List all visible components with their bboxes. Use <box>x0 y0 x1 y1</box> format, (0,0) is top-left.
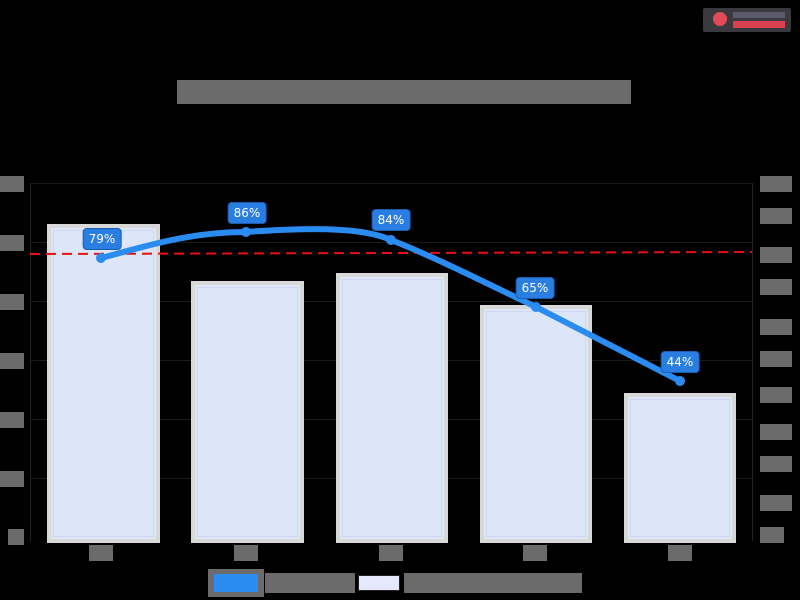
x-tick-label <box>523 545 547 561</box>
logo-icon <box>713 12 727 26</box>
y-tick-label <box>0 294 24 310</box>
y-tick-label <box>0 353 24 369</box>
y2-tick-label <box>760 527 784 543</box>
y2-tick-label <box>760 495 792 511</box>
y-axis-left <box>30 183 31 541</box>
point-label: 44% <box>660 351 700 373</box>
y2-tick-label <box>760 319 792 335</box>
y2-tick-label <box>760 208 792 224</box>
point-label: 86% <box>227 202 267 224</box>
gridline <box>30 183 752 184</box>
y2-tick-label <box>760 351 792 367</box>
logo-text-bottom <box>733 21 785 28</box>
x-tick-label <box>234 545 258 561</box>
point-label: 84% <box>371 209 411 231</box>
line-point[interactable] <box>531 302 541 312</box>
bar-4[interactable] <box>624 393 736 543</box>
point-label: 65% <box>515 277 555 299</box>
line-point[interactable] <box>675 376 685 386</box>
y-tick-label <box>0 235 24 251</box>
logo-text-top <box>733 12 785 18</box>
legend-label-bar[interactable] <box>404 573 582 593</box>
chart-title <box>177 80 631 104</box>
y2-tick-label <box>760 456 792 472</box>
y2-tick-label <box>760 387 792 403</box>
line-point[interactable] <box>241 227 251 237</box>
legend-label-line[interactable] <box>265 573 355 593</box>
x-tick-label <box>379 545 403 561</box>
y2-tick-label <box>760 247 792 263</box>
brand-logo <box>703 8 791 32</box>
chart-legend <box>208 569 582 597</box>
y-axis-right <box>752 183 753 541</box>
x-tick-label <box>89 545 113 561</box>
y-tick-label <box>0 471 24 487</box>
legend-bar-swatch[interactable] <box>358 575 400 591</box>
x-tick-label <box>668 545 692 561</box>
bar-2[interactable] <box>336 273 448 543</box>
legend-line-swatch[interactable] <box>208 569 264 597</box>
y-tick-label <box>0 176 24 192</box>
y2-tick-label <box>760 176 792 192</box>
bar-1[interactable] <box>191 281 304 543</box>
bar-0[interactable] <box>47 224 160 543</box>
y2-tick-label <box>760 424 792 440</box>
y-tick-label <box>0 412 24 428</box>
point-label: 79% <box>82 228 122 250</box>
y-tick-label <box>8 529 24 545</box>
line-point[interactable] <box>96 253 106 263</box>
y2-tick-label <box>760 279 792 295</box>
target-reference-line <box>29 251 753 255</box>
line-point[interactable] <box>386 235 396 245</box>
